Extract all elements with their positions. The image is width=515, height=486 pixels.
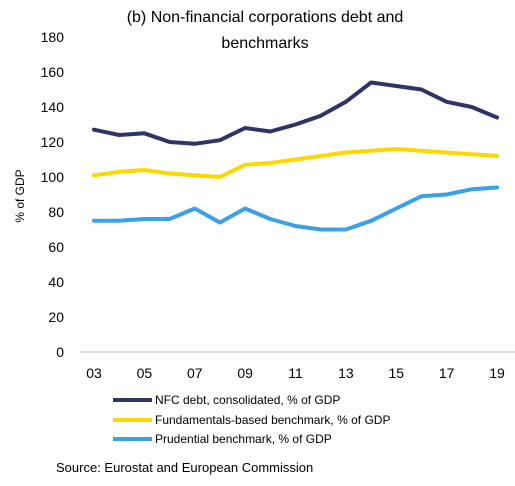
x-tick-label: 11 <box>288 365 303 381</box>
series-lines <box>92 80 499 232</box>
y-tick-label: 60 <box>48 239 64 255</box>
x-tick-label: 03 <box>86 365 102 381</box>
series-line-3 <box>92 185 499 232</box>
chart-title-line2: benchmarks <box>221 35 308 52</box>
y-tick-label: 0 <box>56 344 64 360</box>
legend-label: Prudential benchmark, % of GDP <box>155 432 332 446</box>
legend-label: Fundamentals-based benchmark, % of GDP <box>155 413 390 427</box>
x-tick-label: 07 <box>187 365 203 381</box>
source-note: Source: Eurostat and European Commission <box>56 460 313 475</box>
y-tick-label: 140 <box>41 99 65 115</box>
y-tick-label: 80 <box>48 204 64 220</box>
legend-label: NFC debt, consolidated, % of GDP <box>155 393 340 407</box>
x-tick-label: 05 <box>137 365 153 381</box>
y-tick-label: 20 <box>48 309 64 325</box>
y-tick-label: 180 <box>41 29 65 45</box>
chart-title-line1: (b) Non-financial corporations debt and <box>127 9 404 26</box>
y-tick-label: 100 <box>41 169 65 185</box>
legend: NFC debt, consolidated, % of GDP Fundamen… <box>113 393 390 446</box>
series-line-1 <box>92 80 499 146</box>
x-tick-label: 19 <box>489 365 505 381</box>
x-tick-label: 13 <box>338 365 354 381</box>
y-tick-label: 120 <box>41 134 65 150</box>
x-tick-label: 09 <box>237 365 253 381</box>
x-tick-label: 15 <box>388 365 404 381</box>
x-axis-ticks: 03 05 07 09 11 13 15 17 19 <box>86 365 505 381</box>
x-tick-label: 17 <box>439 365 455 381</box>
y-axis-label: % of GDP <box>13 169 27 222</box>
y-tick-label: 40 <box>48 274 64 290</box>
series-line-2 <box>92 147 499 179</box>
y-tick-label: 160 <box>41 64 65 80</box>
y-axis-ticks: 0 20 40 60 80 100 120 140 160 180 <box>41 29 65 360</box>
